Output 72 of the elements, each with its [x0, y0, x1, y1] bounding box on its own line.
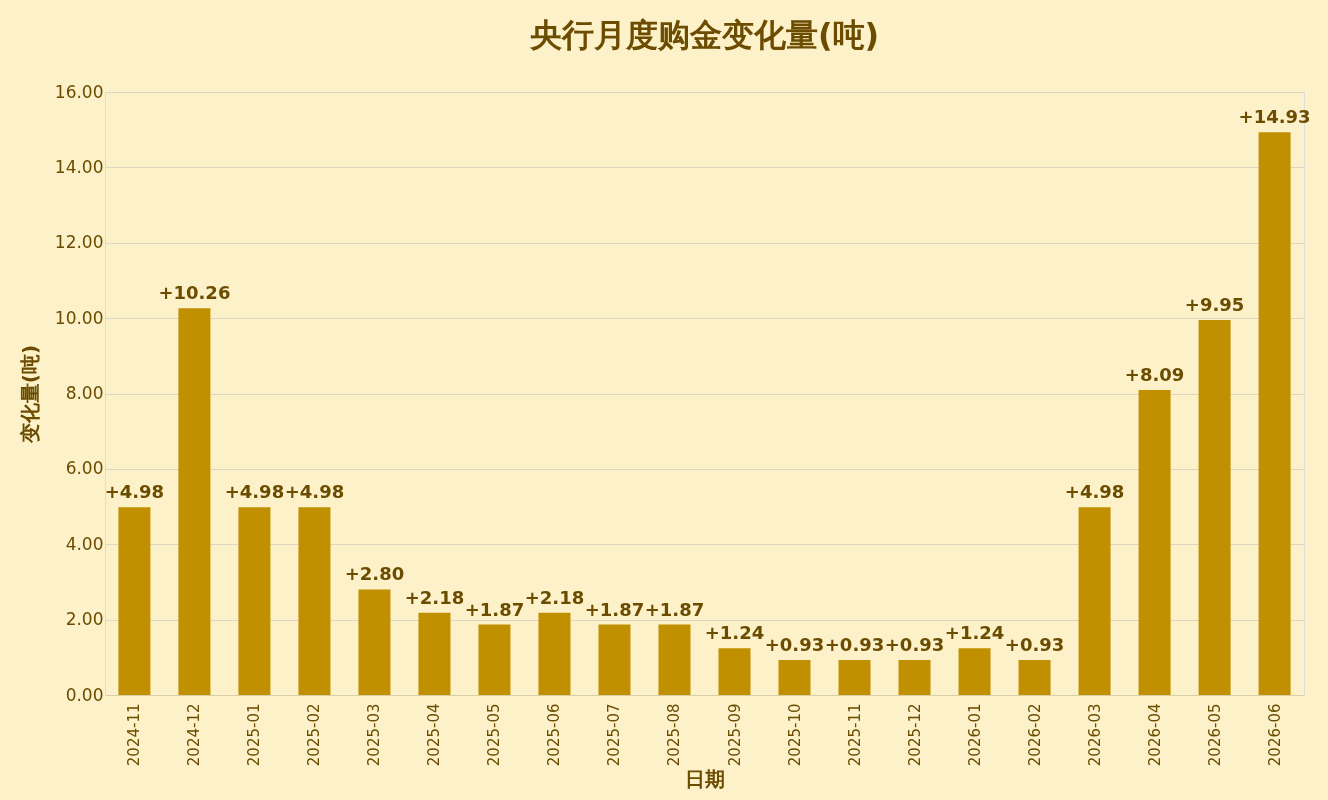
- bar: [838, 659, 871, 695]
- x-tick-label: 2025-04: [425, 703, 444, 767]
- bar: [658, 624, 691, 695]
- data-label: +1.87: [584, 598, 645, 620]
- x-tick-label: 2026-04: [1145, 703, 1164, 767]
- x-tick-label: 2026-02: [1025, 703, 1044, 767]
- x-tick-label: 2024-11: [125, 703, 144, 767]
- x-tick-label: 2026-03: [1085, 703, 1104, 767]
- data-label: +0.93: [884, 633, 945, 655]
- x-tick-label: 2025-09: [725, 703, 744, 767]
- x-tick-label: 2025-01: [245, 703, 264, 767]
- chart-title: 央行月度购金变化量(吨): [528, 16, 880, 54]
- bar: [538, 612, 571, 695]
- x-tick-label: 2024-12: [185, 703, 204, 767]
- y-tick-label: 12.00: [54, 232, 104, 253]
- y-tick-label: 2.00: [65, 609, 104, 630]
- x-axis-title: 日期: [685, 767, 725, 792]
- bar: [1198, 320, 1231, 695]
- data-label: +1.24: [704, 622, 765, 644]
- data-label: +9.95: [1184, 294, 1245, 316]
- data-label: +0.93: [764, 633, 825, 655]
- x-tick-label: 2026-06: [1265, 703, 1284, 767]
- x-tick-label: 2025-08: [665, 703, 684, 767]
- data-label: +14.93: [1238, 106, 1311, 128]
- data-label: +1.24: [944, 622, 1005, 644]
- x-tick-label: 2026-05: [1205, 703, 1224, 767]
- y-tick-label: 16.00: [54, 81, 104, 102]
- bar: [358, 589, 391, 695]
- bar: [718, 648, 751, 695]
- y-tick-label: 0.00: [65, 684, 104, 705]
- bar: [118, 507, 151, 695]
- y-axis-title: 变化量(吨): [17, 344, 42, 445]
- data-label: +1.87: [464, 598, 525, 620]
- data-label: +2.18: [524, 586, 585, 608]
- bar: [238, 507, 271, 695]
- bar: [1078, 507, 1111, 695]
- bar: [898, 659, 931, 695]
- bar: [298, 507, 331, 695]
- bar: [1258, 132, 1291, 695]
- data-label: +1.87: [644, 598, 705, 620]
- y-tick-label: 14.00: [54, 156, 104, 177]
- x-tick-label: 2025-02: [305, 703, 324, 767]
- x-tick-label: 2026-01: [965, 703, 984, 767]
- y-tick-label: 4.00: [65, 533, 104, 554]
- data-label: +4.98: [1064, 481, 1125, 503]
- data-label: +10.26: [158, 282, 231, 304]
- bar: [778, 659, 811, 695]
- data-label: +4.98: [224, 481, 285, 503]
- bar: [598, 624, 631, 695]
- data-label: +0.93: [1004, 633, 1065, 655]
- bar: [1138, 390, 1171, 695]
- data-label: +2.80: [344, 563, 405, 585]
- y-tick-label: 8.00: [65, 383, 104, 403]
- x-tick-label: 2025-05: [485, 703, 504, 767]
- data-label: +4.98: [284, 481, 345, 503]
- bar: [418, 612, 451, 695]
- y-tick-label: 6.00: [65, 458, 104, 479]
- data-label: +0.93: [824, 633, 885, 655]
- bar: [178, 308, 211, 695]
- x-tick-label: 2025-07: [605, 703, 624, 767]
- bar: [958, 648, 991, 695]
- data-label: +4.98: [104, 481, 165, 503]
- y-tick-label: 10.00: [54, 307, 104, 328]
- x-tick-label: 2025-03: [365, 703, 384, 767]
- x-tick-label: 2025-12: [905, 703, 924, 767]
- data-label: +8.09: [1124, 364, 1185, 386]
- bar: [1018, 659, 1051, 695]
- x-tick-label: 2025-10: [785, 703, 804, 767]
- x-tick-label: 2025-06: [545, 703, 564, 767]
- data-label: +2.18: [404, 586, 465, 608]
- bar: [478, 624, 511, 695]
- x-tick-label: 2025-11: [845, 703, 864, 767]
